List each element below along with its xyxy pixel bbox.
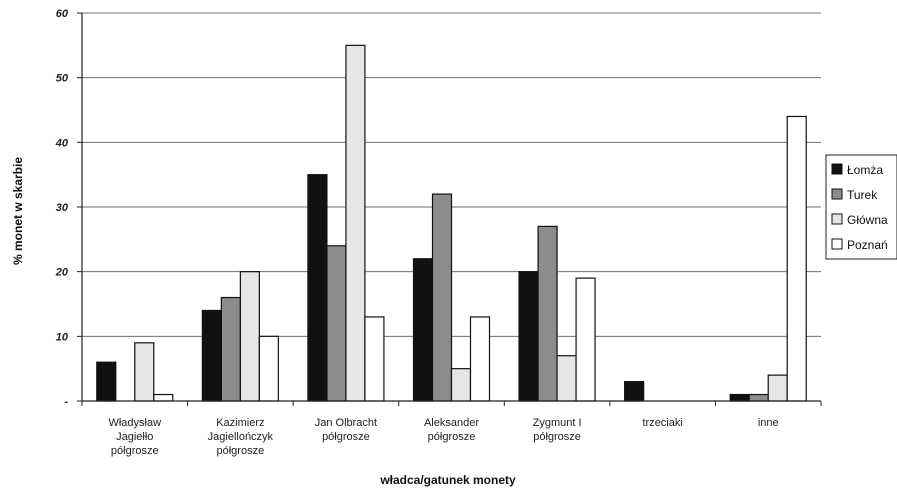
legend-swatch — [831, 238, 843, 250]
bar-Łomża-3 — [412, 258, 434, 402]
x-tick-label: Jan Olbracht — [315, 417, 377, 429]
x-tick-label: półgrosze — [322, 431, 370, 443]
bar-Poznań-0 — [153, 393, 174, 402]
y-tick-label: 40 — [55, 137, 69, 149]
y-tick-label: 50 — [56, 73, 69, 85]
y-tick-label: 20 — [55, 267, 69, 279]
bar-Główna-1 — [239, 271, 260, 402]
x-tick-label: półgrosze — [533, 431, 581, 443]
x-tick-label: Władysław — [108, 417, 161, 429]
legend-label: Główna — [847, 213, 888, 227]
y-axis-title: % monet w skarbie — [11, 157, 25, 265]
bar-Główna-0 — [134, 342, 155, 402]
legend-swatch — [831, 188, 843, 200]
legend-swatch — [831, 213, 843, 225]
x-tick-label: inne — [758, 417, 779, 429]
x-axis-title: władca/gatunek monety — [379, 473, 516, 487]
legend-label: Turek — [847, 188, 878, 202]
bar-Główna-4 — [556, 355, 577, 402]
x-tick-label: Aleksander — [424, 417, 479, 429]
x-tick-label: Kazimierz — [216, 417, 264, 429]
bar-Poznań-6 — [786, 115, 807, 402]
bars — [96, 44, 807, 402]
x-tick-label: Jagiełło — [116, 431, 153, 443]
bar-Łomża-4 — [518, 271, 539, 402]
bar-Turek-2 — [326, 245, 347, 402]
axes: - 10 20 30 40 50 60 Władysław Jagiełło półgrosze K… — [55, 8, 822, 457]
x-tick-label: Zygmunt I — [533, 417, 582, 429]
legend-label: Poznań — [847, 238, 888, 252]
y-tick-label: 10 — [56, 331, 69, 343]
bar-Łomża-0 — [96, 361, 117, 402]
y-tick-label: 60 — [56, 8, 69, 20]
bar-Łomża-1 — [201, 309, 222, 402]
bar-Poznań-4 — [575, 277, 596, 402]
bar-Główna-3 — [450, 368, 472, 402]
bar-Łomża-2 — [307, 174, 328, 402]
bar-Łomża-5 — [624, 381, 645, 402]
bar-Poznań-3 — [469, 316, 491, 402]
x-tick-label: półgrosze — [111, 445, 159, 457]
legend: Łomża Turek Główna Poznań — [825, 154, 897, 260]
bar-Poznań-1 — [258, 335, 279, 402]
bar-Turek-3 — [431, 193, 453, 402]
legend-swatch — [831, 163, 843, 175]
bar-Łomża-6 — [729, 393, 750, 402]
bar-Główna-6 — [767, 374, 788, 402]
bar-Turek-1 — [220, 296, 241, 402]
bar-Główna-2 — [345, 44, 366, 402]
x-tick-label: półgrosze — [217, 445, 265, 457]
x-tick-label: Jagiellończyk — [208, 431, 274, 443]
x-tick-label: półgrosze — [428, 431, 476, 443]
bar-Poznań-2 — [364, 316, 385, 402]
y-tick-label: 30 — [56, 202, 69, 214]
legend-label: Łomża — [847, 163, 883, 177]
y-tick-label: - — [64, 396, 68, 408]
bar-Turek-6 — [748, 393, 769, 402]
bar-Turek-4 — [537, 225, 558, 402]
x-tick-label: trzeciaki — [642, 417, 682, 429]
